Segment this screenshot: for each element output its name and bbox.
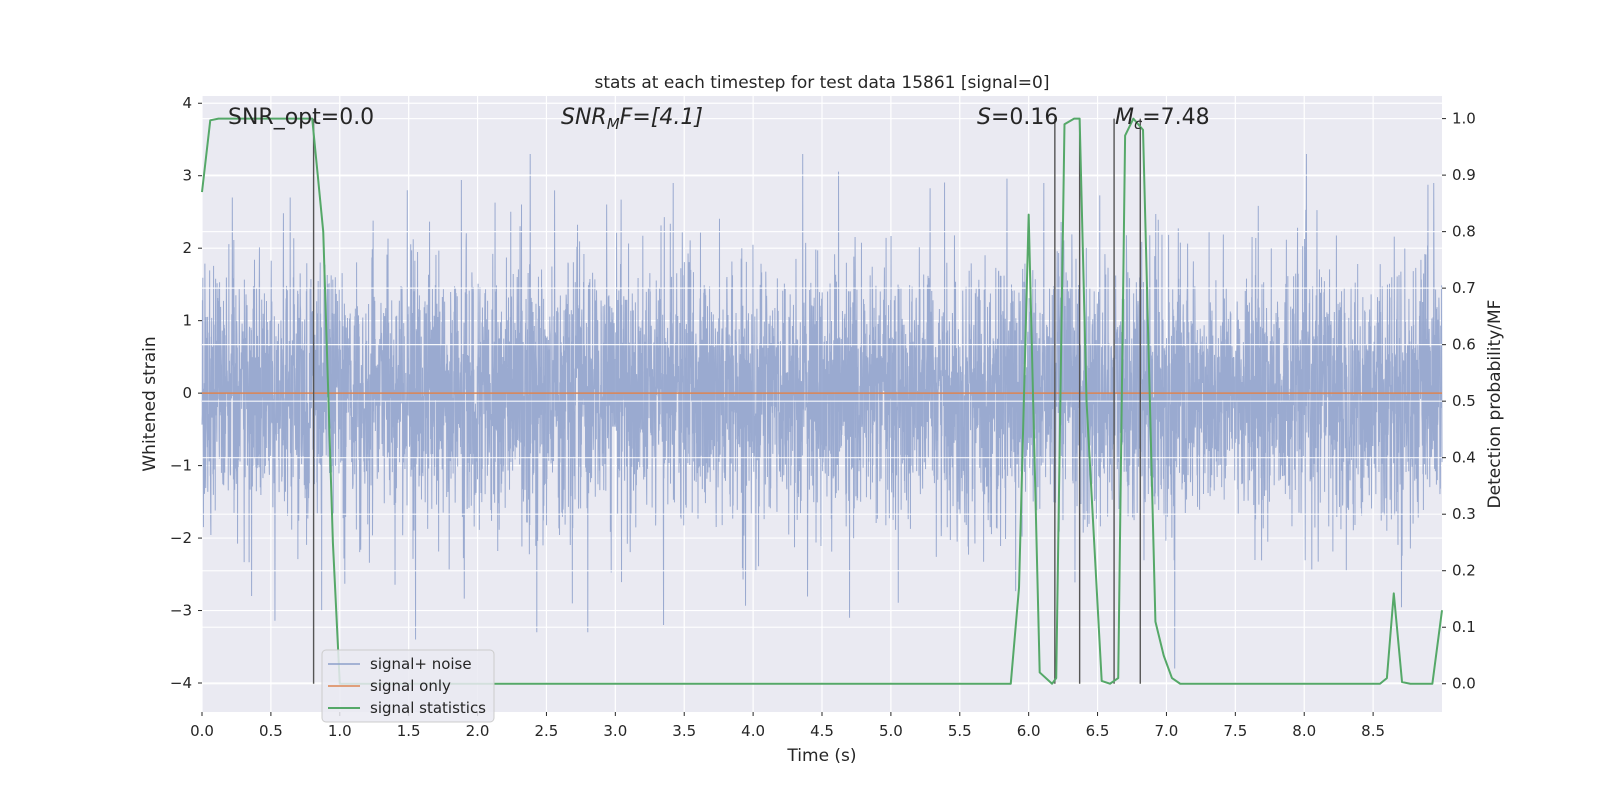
annotation-s-value: =0.16 [991, 105, 1058, 130]
x-tick-label: 0.0 [190, 722, 214, 740]
y-tick-label: 2 [182, 239, 192, 257]
y2-tick-label: 0.6 [1452, 336, 1476, 354]
y2-tick-label: 0.3 [1452, 505, 1476, 523]
legend-label: signal only [370, 677, 451, 695]
y2-tick-label: 0.7 [1452, 279, 1476, 297]
x-tick-label: 1.0 [328, 722, 352, 740]
annotation-snr-opt: SNR_opt=0.0 [228, 105, 374, 130]
x-tick-label: 2.0 [466, 722, 490, 740]
x-axis-label: Time (s) [786, 746, 856, 766]
x-tick-label: 3.0 [603, 722, 627, 740]
y2-tick-label: 0.4 [1452, 449, 1476, 467]
y2-tick-label: 0.8 [1452, 223, 1476, 241]
annotation-s: S=0.16 [977, 105, 1058, 130]
x-tick-label: 7.5 [1223, 722, 1247, 740]
annotation-snr-mf-sub: M [607, 115, 620, 133]
x-tick-label: 5.0 [879, 722, 903, 740]
x-tick-label: 0.5 [259, 722, 283, 740]
y-axis-label: Whitened strain [140, 336, 160, 471]
y-tick-label: −4 [170, 674, 192, 692]
vertical-markers [312, 118, 1141, 684]
series-signal-noise-line [201, 153, 1443, 669]
annotation-s-main: S [977, 105, 991, 130]
chart-title: stats at each timestep for test data 158… [595, 73, 1050, 93]
statistics-series [201, 117, 1443, 685]
series-signal-statistics-line [201, 117, 1443, 685]
legend-label: signal statistics [370, 699, 486, 717]
x-tick-label: 6.5 [1086, 722, 1110, 740]
x-tick-label: 4.0 [741, 722, 765, 740]
x-tick-label: 3.5 [672, 722, 696, 740]
y2-tick-label: 0.0 [1452, 675, 1476, 693]
legend-label: signal+ noise [370, 655, 472, 673]
x-tick-label: 4.5 [810, 722, 834, 740]
y2-tick-label: 1.0 [1452, 110, 1476, 128]
y-tick-label: −2 [170, 529, 192, 547]
y2-tick-label: 0.2 [1452, 562, 1476, 580]
legend: signal+ noise signal only signal statistic… [321, 649, 495, 723]
x-tick-label: 6.0 [1017, 722, 1041, 740]
y-tick-label: 1 [182, 312, 192, 330]
x-tick-label: 7.0 [1155, 722, 1179, 740]
y-tick-label: −1 [170, 457, 192, 475]
x-tick-label: 8.0 [1292, 722, 1316, 740]
annotation-mc-sub: c [1134, 115, 1143, 133]
y2-axis-label: Detection probability/MF [1485, 300, 1505, 509]
y-tick-label: 3 [182, 167, 192, 185]
y-tick-label: 4 [182, 94, 192, 112]
annotation-mc-main: M [1115, 105, 1134, 130]
annotation-mc: Mc=7.48 [1115, 105, 1210, 133]
x-tick-label: 8.5 [1361, 722, 1385, 740]
annotation-snr-mf-rest: F=[4.1] [620, 105, 703, 130]
y-tick-label: −3 [170, 602, 192, 620]
legend-box [321, 649, 495, 723]
noise-series [201, 153, 1443, 669]
annotation-mc-value: =7.48 [1142, 105, 1209, 130]
x-tick-label: 5.5 [948, 722, 972, 740]
x-tick-label: 1.5 [397, 722, 421, 740]
axes: 0.0 0.5 1.0 1.5 2.0 2.5 3.0 3.5 4.0 4.5 5.0 5.5 6.0 6… [170, 94, 1476, 740]
annotation-snr-mf-main: SNR [561, 105, 607, 130]
y2-tick-label: 0.5 [1452, 392, 1476, 410]
y-tick-label: 0 [182, 384, 192, 402]
y2-tick-label: 0.9 [1452, 166, 1476, 184]
x-tick-label: 2.5 [535, 722, 559, 740]
annotation-snr-mf: SNRMF=[4.1] [561, 105, 703, 133]
y2-tick-label: 0.1 [1452, 618, 1476, 636]
